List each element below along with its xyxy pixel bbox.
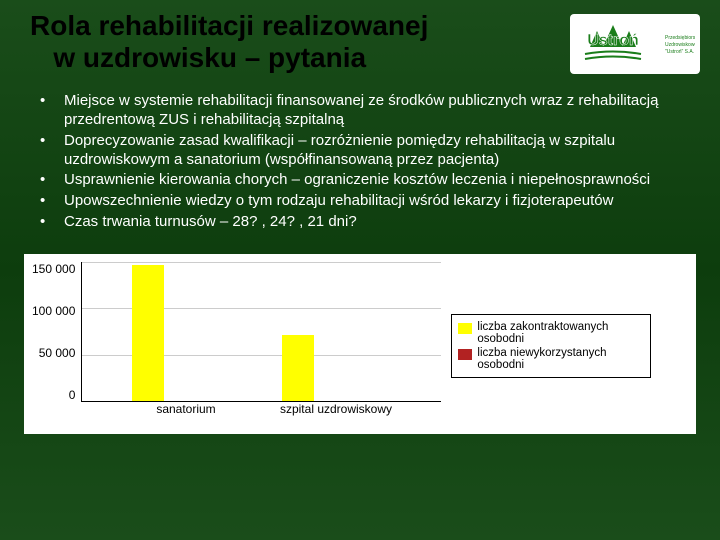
legend-item: liczba niewykorzystanych osobodni: [458, 347, 644, 371]
y-tick: 100 000: [32, 304, 75, 318]
bullet-text: Doprecyzowanie zasad kwalifikacji – rozr…: [64, 132, 690, 170]
svg-text:Ustroń: Ustroń: [587, 32, 639, 49]
bar-chart: 150 000 100 000 50 000 0 sanatoriumszpit…: [24, 254, 696, 434]
bullet-marker: •: [40, 92, 64, 130]
legend-swatch: [458, 349, 472, 360]
y-tick: 150 000: [32, 262, 75, 276]
legend-label: liczba niewykorzystanych osobodni: [477, 347, 644, 371]
bar: [282, 335, 314, 400]
slide-title: Rola rehabilitacji realizowanej w uzdrow…: [0, 0, 560, 74]
bullet-text: Czas trwania turnusów – 28? , 24? , 21 d…: [64, 213, 690, 232]
bullet-list: • Miejsce w systemie rehabilitacji finan…: [0, 74, 720, 243]
y-tick: 50 000: [39, 346, 76, 360]
bullet-text: Usprawnienie kierowania chorych – ograni…: [64, 171, 690, 190]
bullet-item: • Miejsce w systemie rehabilitacji finan…: [40, 92, 690, 130]
logo: Ustroń Przedsiębiorstwo Uzdrowiskowe "Us…: [570, 14, 700, 74]
legend-swatch: [458, 323, 472, 334]
bullet-item: • Usprawnienie kierowania chorych – ogra…: [40, 171, 690, 190]
legend-item: liczba zakontraktowanych osobodni: [458, 321, 644, 345]
y-axis: 150 000 100 000 50 000 0: [32, 262, 81, 402]
bullet-text: Miejsce w systemie rehabilitacji finanso…: [64, 92, 690, 130]
bullet-marker: •: [40, 192, 64, 211]
title-line-1: Rola rehabilitacji realizowanej: [30, 10, 428, 41]
chart-legend: liczba zakontraktowanych osobodniliczba …: [451, 314, 651, 378]
y-tick: 0: [69, 388, 76, 402]
bullet-text: Upowszechnienie wiedzy o tym rodzaju reh…: [64, 192, 690, 211]
x-label: sanatorium: [111, 402, 261, 416]
x-label: szpital uzdrowiskowy: [261, 402, 411, 416]
plot-area: [81, 262, 441, 402]
bullet-marker: •: [40, 213, 64, 232]
svg-text:"Ustroń" S.A.: "Ustroń" S.A.: [665, 49, 694, 55]
title-line-2: w uzdrowisku – pytania: [53, 42, 366, 73]
svg-text:Przedsiębiorstwo: Przedsiębiorstwo: [665, 35, 695, 41]
legend-label: liczba zakontraktowanych osobodni: [477, 321, 644, 345]
svg-text:Uzdrowiskowe: Uzdrowiskowe: [665, 42, 695, 48]
bullet-marker: •: [40, 132, 64, 170]
bullet-marker: •: [40, 171, 64, 190]
bullet-item: • Doprecyzowanie zasad kwalifikacji – ro…: [40, 132, 690, 170]
bar: [132, 265, 164, 400]
bullet-item: • Upowszechnienie wiedzy o tym rodzaju r…: [40, 192, 690, 211]
bullet-item: • Czas trwania turnusów – 28? , 24? , 21…: [40, 213, 690, 232]
